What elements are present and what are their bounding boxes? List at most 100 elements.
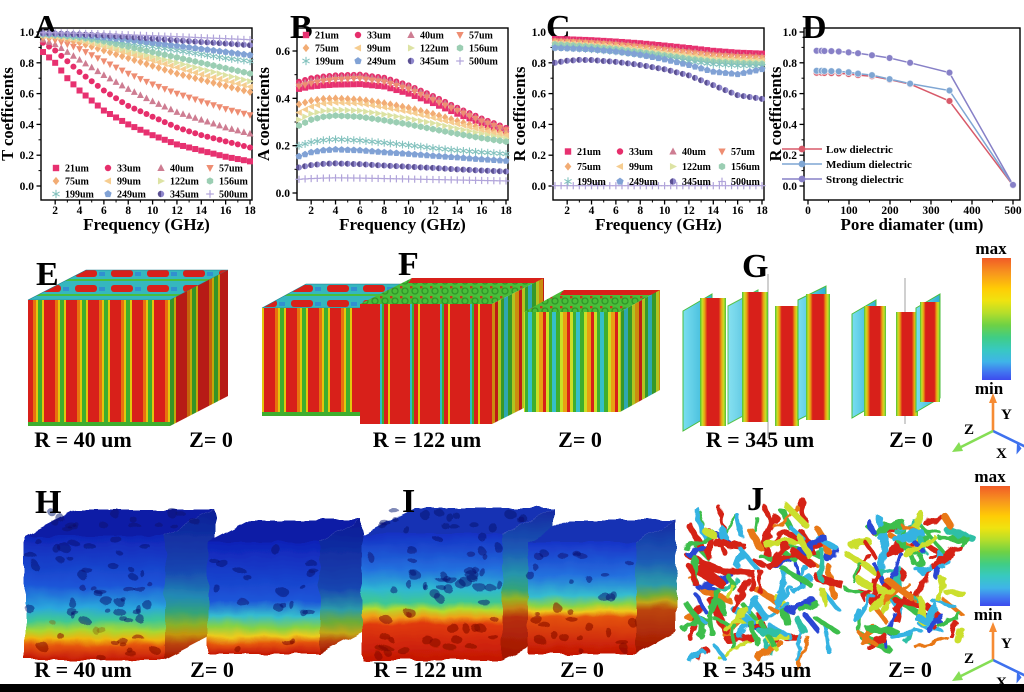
caption-I-right: Z= 0 — [560, 657, 604, 682]
y-tick-label: 0.2 — [783, 150, 798, 162]
panel-E-letter: E — [36, 256, 59, 293]
x-tick-label: 6 — [357, 205, 363, 217]
structure-J-right-render — [843, 509, 977, 654]
x-tick-label: 10 — [403, 205, 415, 217]
x-tick-label: 4 — [77, 205, 83, 217]
legend-label: 122um — [682, 162, 712, 173]
caption-J-right: Z= 0 — [888, 657, 932, 682]
legend: Low dielectric Medium dielectric Strong di… — [782, 144, 912, 186]
legend-label: Medium dielectric — [826, 159, 912, 171]
x-tick-label: 14 — [708, 205, 720, 217]
legend-label: 156um — [219, 177, 249, 188]
legend-label: 99um — [629, 162, 654, 173]
series-500um — [295, 174, 510, 185]
structure-H-right-render — [208, 520, 362, 654]
axis-x-label: X — [996, 446, 1007, 462]
x-tick-label: 200 — [881, 205, 899, 217]
series-345um — [552, 56, 765, 102]
y-tick-label: 0.4 — [532, 119, 547, 131]
axis-ticks: 2 4 6 8 10 12 14 16 18 0.0 0.2 0.4 0.6 — [276, 46, 512, 217]
series-21um — [40, 49, 253, 165]
y-tick-label: 1.0 — [783, 27, 798, 39]
legend-label: 156um — [469, 44, 499, 55]
legend-label: 345um — [420, 57, 450, 68]
axis-z-label: Z — [964, 422, 974, 438]
legend-label: 345um — [682, 177, 712, 188]
legend-label: 40um — [682, 147, 707, 158]
x-tick-label: 14 — [196, 205, 208, 217]
series-500um — [39, 29, 254, 44]
legend-label: 500um — [219, 190, 249, 201]
structure-E-left-render — [27, 269, 229, 426]
legend-label: 500um — [731, 177, 761, 188]
x-axis-label: Frequency (GHz) — [83, 215, 210, 234]
series-156um — [296, 112, 509, 146]
series-Strong-dielectric — [812, 46, 1017, 189]
colorbar-gradient — [980, 486, 1010, 606]
legend-label: 199um — [315, 57, 345, 68]
axis-triad-top: Y Z X — [952, 393, 1024, 462]
series-33um — [40, 39, 253, 151]
y-tick-label: 0.0 — [20, 181, 35, 193]
axis-ticks: 2 4 6 8 10 12 14 16 18 0.0 0.2 0.4 0.6 0.8 1.0 — [20, 27, 256, 217]
x-tick-label: 2 — [308, 205, 314, 217]
y-tick-label: 0.0 — [276, 188, 291, 200]
x-tick-label: 0 — [805, 205, 811, 217]
x-axis-label: Frequency (GHz) — [595, 215, 722, 234]
y-tick-label: 0.2 — [20, 150, 35, 162]
legend-label: 122um — [420, 44, 450, 55]
structure-J-left-render — [678, 495, 845, 671]
y-tick-label: 0.0 — [783, 181, 798, 193]
y-tick-label: 0.6 — [276, 46, 291, 58]
x-tick-label: 16 — [220, 205, 232, 217]
series-Low-dielectric — [812, 69, 1017, 190]
x-tick-label: 8 — [125, 205, 131, 217]
legend-label: 57um — [469, 31, 494, 42]
legend-label: 40um — [170, 164, 195, 175]
axis-triad-bottom: Y Z X — [952, 622, 1024, 691]
x-tick-label: 18 — [244, 205, 256, 217]
y-tick-label: 0.4 — [20, 119, 35, 131]
legend-label: 500um — [469, 57, 499, 68]
legend-label: 75um — [315, 44, 340, 55]
caption-J-left: R = 345 um — [703, 657, 812, 682]
structure-G-right-render — [851, 278, 941, 424]
legend-label: Strong dielectric — [826, 174, 904, 186]
legend-label: 122um — [170, 177, 200, 188]
x-tick-label: 2 — [52, 205, 58, 217]
y-axis-label: R coefficients — [512, 66, 529, 161]
colorbar-top: max min — [975, 239, 1011, 398]
y-axis-label: R coefficients — [768, 66, 785, 161]
structure-I-left-render — [362, 508, 554, 660]
series-99um — [295, 99, 509, 139]
legend: 21um 33um 40um 57um 75um 99um 122um 156um 199um 2… — [52, 164, 249, 201]
x-axis-label: Frequency (GHz) — [339, 215, 466, 234]
structure-renders: max min max min Y Z X Y — [0, 239, 1024, 692]
x-tick-label: 10 — [147, 205, 159, 217]
structure-F-right-render — [524, 290, 660, 412]
colorbar-min-label: min — [974, 605, 1003, 624]
x-tick-label: 16 — [476, 205, 488, 217]
legend-label: 33um — [117, 164, 142, 175]
y-tick-label: 0.4 — [276, 93, 291, 105]
y-tick-label: 0.2 — [276, 141, 291, 153]
legend-label: 345um — [170, 190, 200, 201]
legend-label: 33um — [629, 147, 654, 158]
legend-label: 21um — [65, 164, 90, 175]
y-tick-label: 0.8 — [20, 58, 35, 70]
legend-label: Low dielectric — [826, 144, 893, 156]
panel-C-chart: C2 4 6 8 10 12 14 16 180.00.20.40.60.81.0Frequen… — [512, 9, 768, 234]
y-tick-label: 0.8 — [532, 58, 547, 70]
legend-label: 21um — [577, 147, 602, 158]
x-tick-label: 4 — [589, 205, 595, 217]
panel-G-letter: G — [742, 248, 768, 285]
series-199um — [295, 135, 510, 158]
axis-x-label: X — [996, 675, 1007, 691]
x-tick-label: 6 — [613, 205, 619, 217]
panel-F-letter: F — [398, 246, 419, 283]
axis-y-label: Y — [1001, 636, 1012, 652]
caption-E-left: R = 40 um — [34, 427, 132, 452]
axes-box — [552, 27, 765, 201]
axes-box — [803, 27, 1021, 201]
panel-A-chart: A2 4 6 8 10 12 14 16 180.00.20.40.60.81.0Frequen… — [0, 9, 256, 234]
